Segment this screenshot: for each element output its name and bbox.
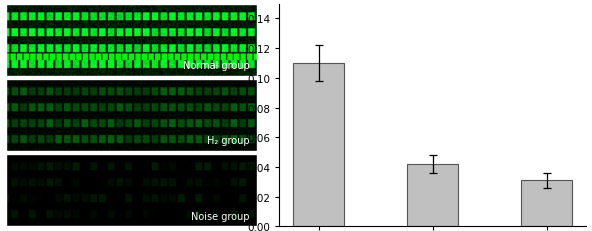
Text: Noise group: Noise group <box>191 211 249 221</box>
Bar <box>521 181 572 226</box>
Bar <box>293 64 345 226</box>
Bar <box>407 164 458 226</box>
Text: H₂ group: H₂ group <box>207 136 249 146</box>
Text: Normal group: Normal group <box>183 61 249 71</box>
